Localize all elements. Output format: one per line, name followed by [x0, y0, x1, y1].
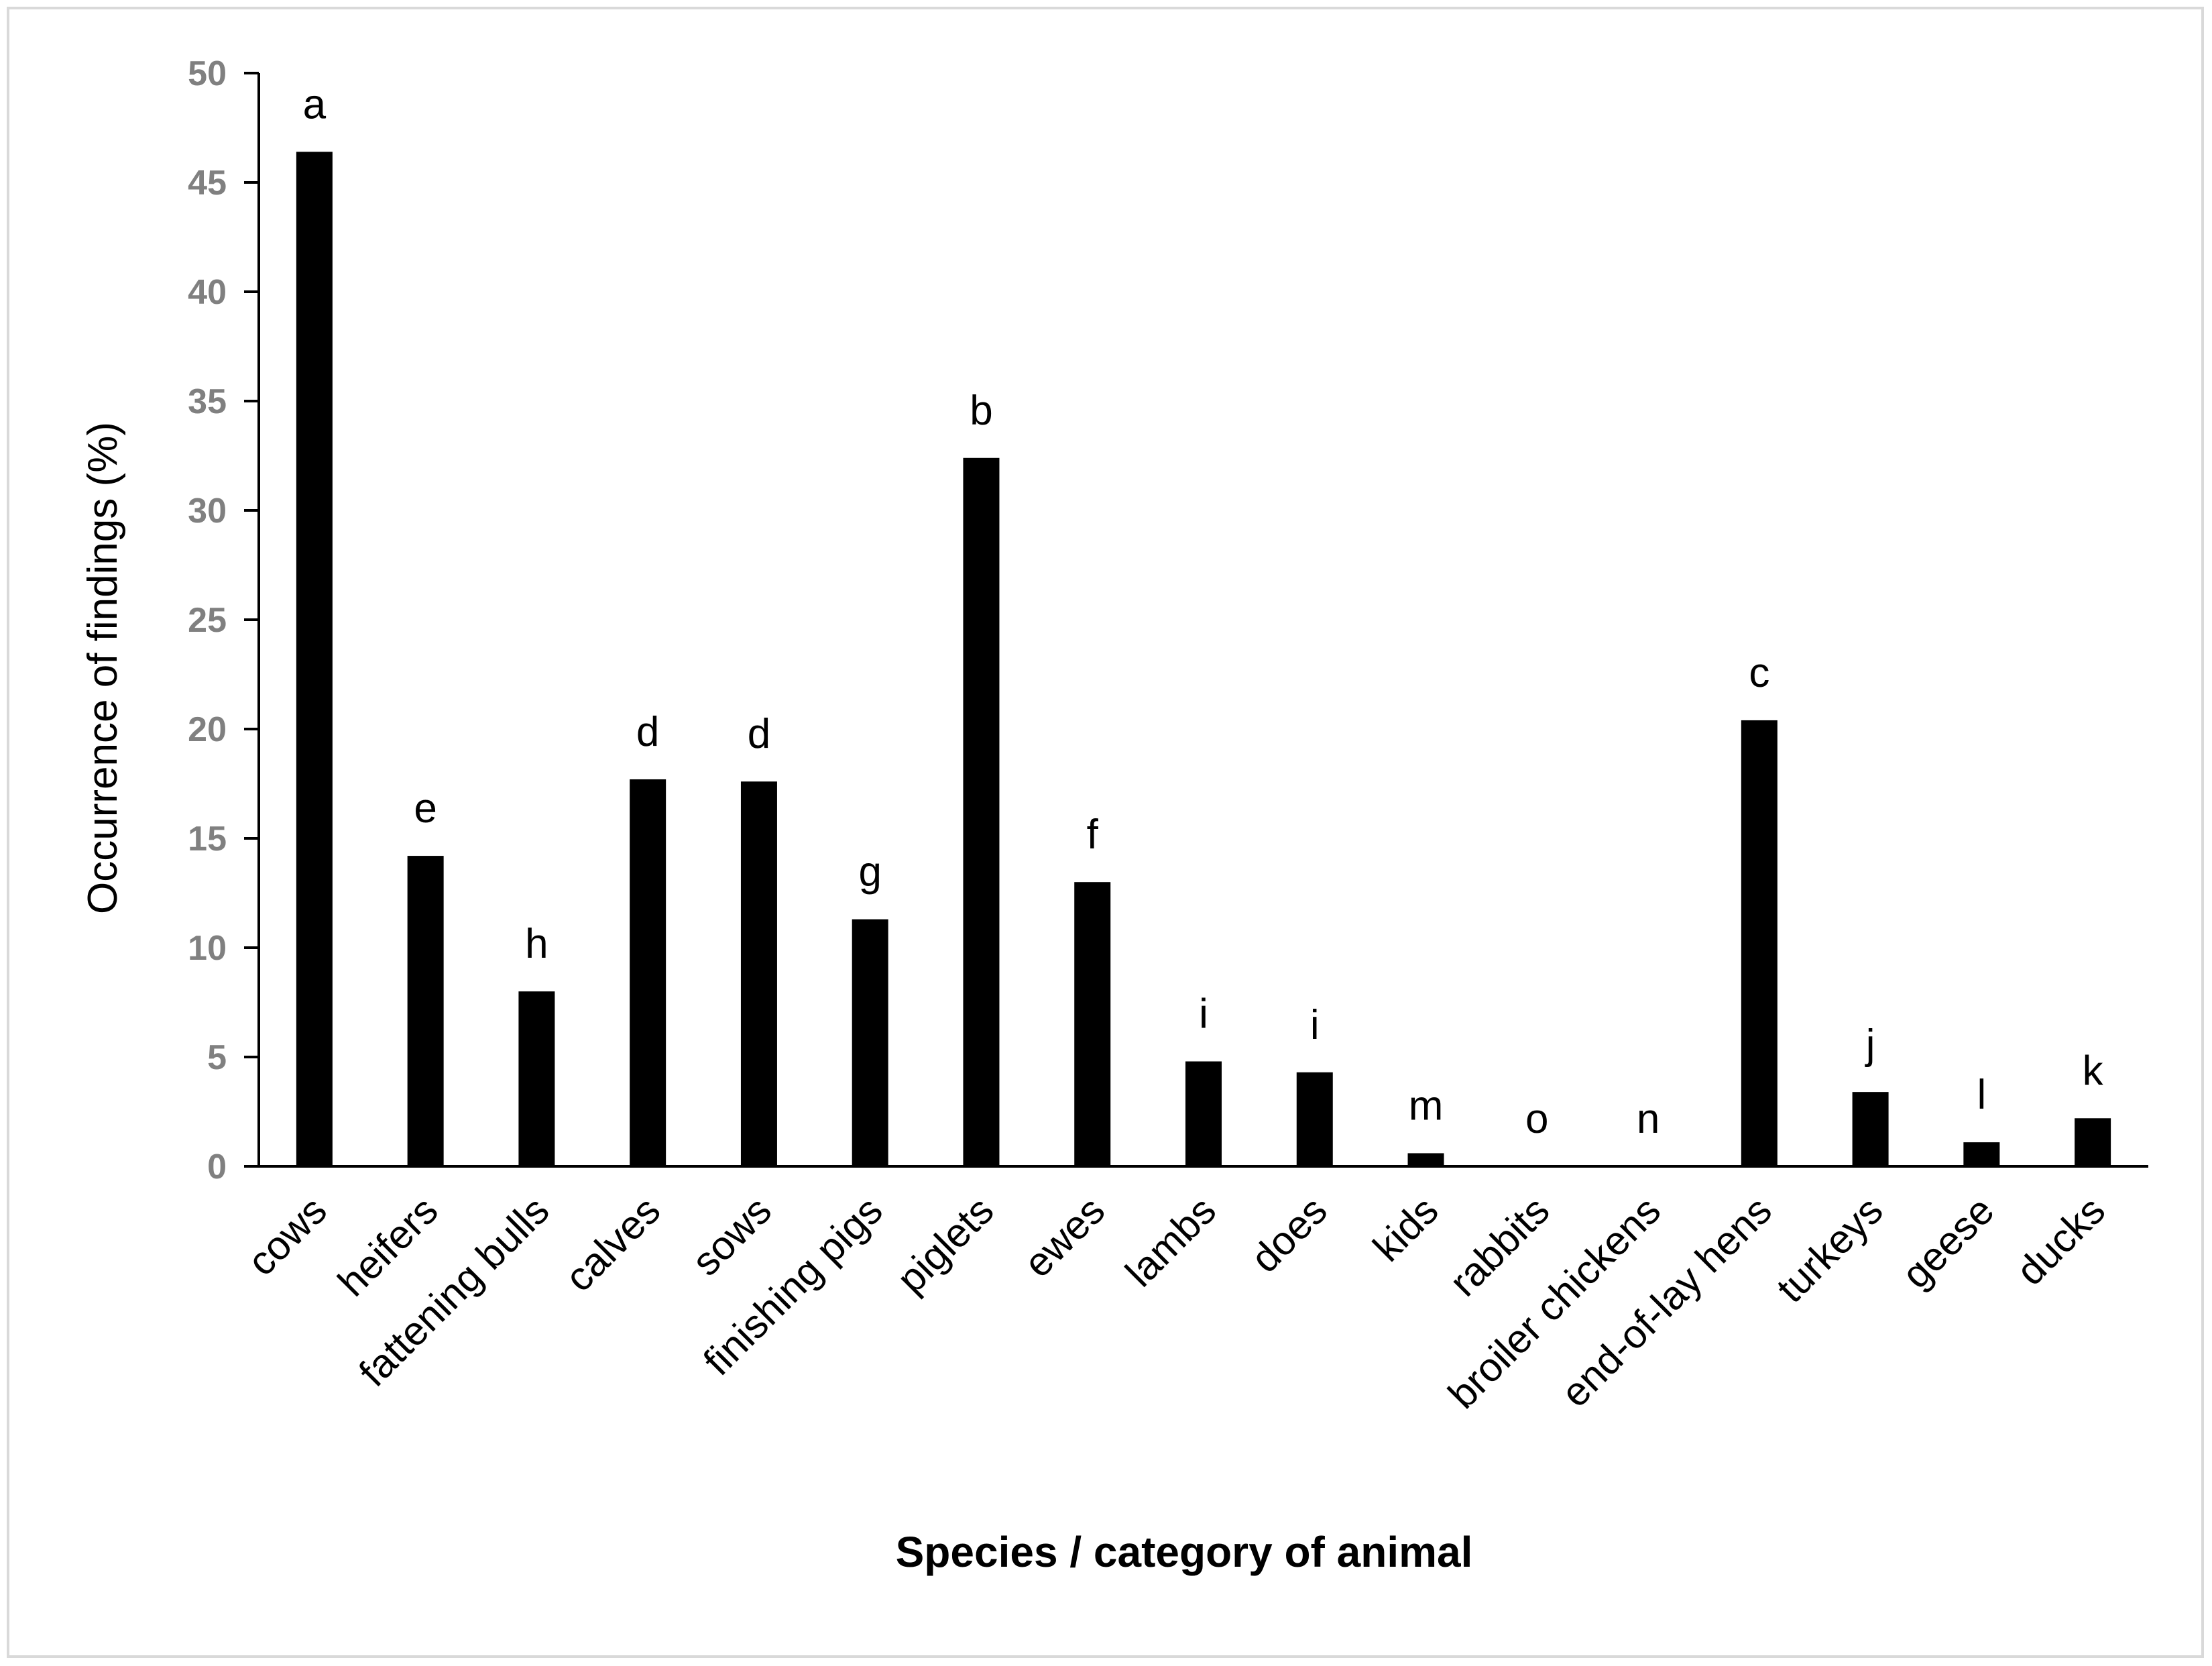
category-label: ducks — [2007, 1188, 2113, 1294]
significance-letter: f — [1087, 812, 1099, 858]
y-tick-label: 35 — [188, 382, 227, 421]
bar-does — [1296, 1072, 1333, 1166]
y-tick-label: 40 — [188, 273, 227, 312]
bar-calves — [630, 779, 666, 1166]
significance-letter: k — [2083, 1048, 2104, 1094]
bar-end-of-lay-hens — [1741, 720, 1778, 1166]
x-axis-title: Species / category of animal — [896, 1528, 1473, 1576]
y-tick-label: 20 — [188, 710, 227, 749]
significance-letter: b — [970, 388, 992, 434]
y-axis-title: Occurrence of findings (%) — [80, 422, 126, 914]
significance-letter: e — [414, 785, 436, 832]
y-tick-label: 30 — [188, 492, 227, 531]
bar-ewes — [1074, 882, 1111, 1166]
significance-letter: i — [1310, 1002, 1320, 1048]
significance-letter: a — [303, 81, 327, 127]
y-tick-label: 0 — [207, 1148, 227, 1186]
bar-sows — [740, 781, 777, 1166]
bar-finishing-pigs — [852, 919, 888, 1166]
bar-fattening-bulls — [518, 991, 555, 1166]
category-label: calves — [557, 1188, 669, 1300]
category-label: piglets — [888, 1188, 1002, 1302]
significance-letters: a e h d d g b f i i m o n c j l k — [303, 81, 2104, 1142]
bar-geese — [1963, 1142, 2000, 1166]
y-tick-label: 45 — [188, 164, 227, 203]
significance-letter: l — [1977, 1072, 1986, 1118]
category-label: lambs — [1117, 1188, 1225, 1296]
bar-turkeys — [1852, 1092, 1889, 1166]
bars — [296, 152, 2111, 1167]
significance-letter: c — [1749, 650, 1769, 696]
bar-heifers — [407, 856, 444, 1166]
category-label: kids — [1364, 1188, 1447, 1270]
significance-letter: i — [1199, 991, 1208, 1038]
category-label: sows — [683, 1188, 780, 1284]
category-label: fattening bulls — [350, 1188, 557, 1395]
significance-letter: o — [1525, 1096, 1548, 1142]
chart-frame: 0 5 10 15 20 25 30 35 40 45 50 a e h d d g b f i i m o n c j l k c… — [7, 7, 2204, 1658]
y-tick-label: 50 — [188, 54, 227, 93]
bar-piglets — [963, 457, 1000, 1166]
bar-kids — [1407, 1153, 1444, 1166]
category-label: does — [1242, 1188, 1336, 1281]
category-label: turkeys — [1768, 1188, 1891, 1311]
category-label: cows — [239, 1188, 335, 1284]
y-tick-label: 5 — [207, 1038, 227, 1077]
category-label: geese — [1894, 1188, 2003, 1297]
significance-letter: m — [1409, 1082, 1444, 1129]
significance-letter: n — [1637, 1096, 1660, 1142]
y-tick-label: 25 — [188, 601, 227, 640]
y-tick-label: 15 — [188, 820, 227, 858]
bar-chart: 0 5 10 15 20 25 30 35 40 45 50 a e h d d g b f i i m o n c j l k c… — [80, 54, 2148, 1576]
significance-letter: g — [858, 849, 881, 895]
bar-cows — [296, 152, 333, 1167]
significance-letter: d — [636, 709, 659, 755]
bar-ducks — [2075, 1118, 2111, 1166]
category-label: ewes — [1015, 1188, 1113, 1286]
bar-lambs — [1185, 1061, 1222, 1166]
y-axis: 0 5 10 15 20 25 30 35 40 45 50 — [188, 54, 260, 1186]
significance-letter: h — [525, 921, 548, 967]
y-tick-label: 10 — [188, 929, 227, 968]
significance-letter: d — [748, 711, 770, 757]
significance-letter: j — [1865, 1021, 1875, 1068]
